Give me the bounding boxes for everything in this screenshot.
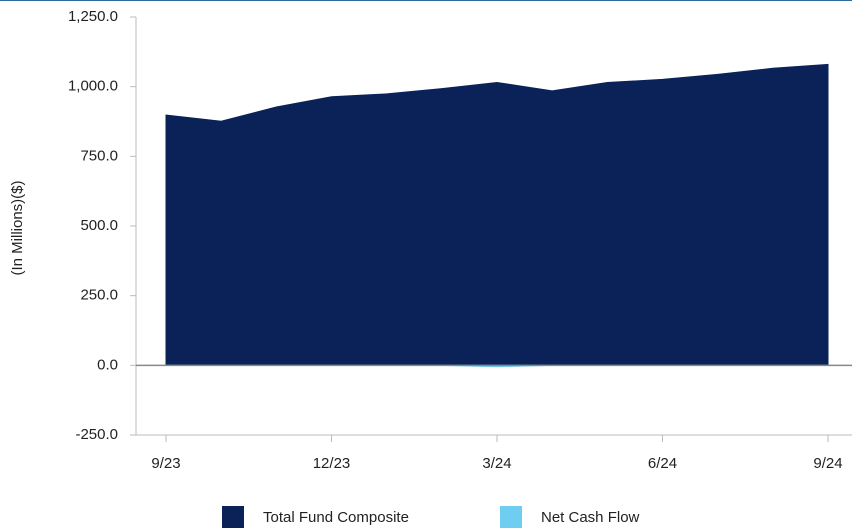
x-tick-label: 3/24 <box>482 455 511 472</box>
legend-swatch <box>500 506 522 528</box>
y-tick-label: 1,250.0 <box>68 8 118 25</box>
y-tick-label: 250.0 <box>80 287 118 304</box>
legend-label: Total Fund Composite <box>263 509 409 526</box>
legend-swatch <box>222 506 244 528</box>
y-tick-label: -250.0 <box>75 426 118 443</box>
x-tick-label: 9/23 <box>151 455 180 472</box>
y-axis-label: (In Millions)($) <box>9 180 26 275</box>
area <box>165 63 829 366</box>
y-tick-label: 750.0 <box>80 147 118 164</box>
x-tick-label: 6/24 <box>648 455 677 472</box>
x-tick-label: 9/24 <box>813 455 842 472</box>
y-tick-label: 1,000.0 <box>68 78 118 95</box>
y-tick-label: 0.0 <box>97 356 118 373</box>
y-tick-label: 500.0 <box>80 217 118 234</box>
legend-label: Net Cash Flow <box>541 509 640 526</box>
x-tick-label: 12/23 <box>313 455 351 472</box>
